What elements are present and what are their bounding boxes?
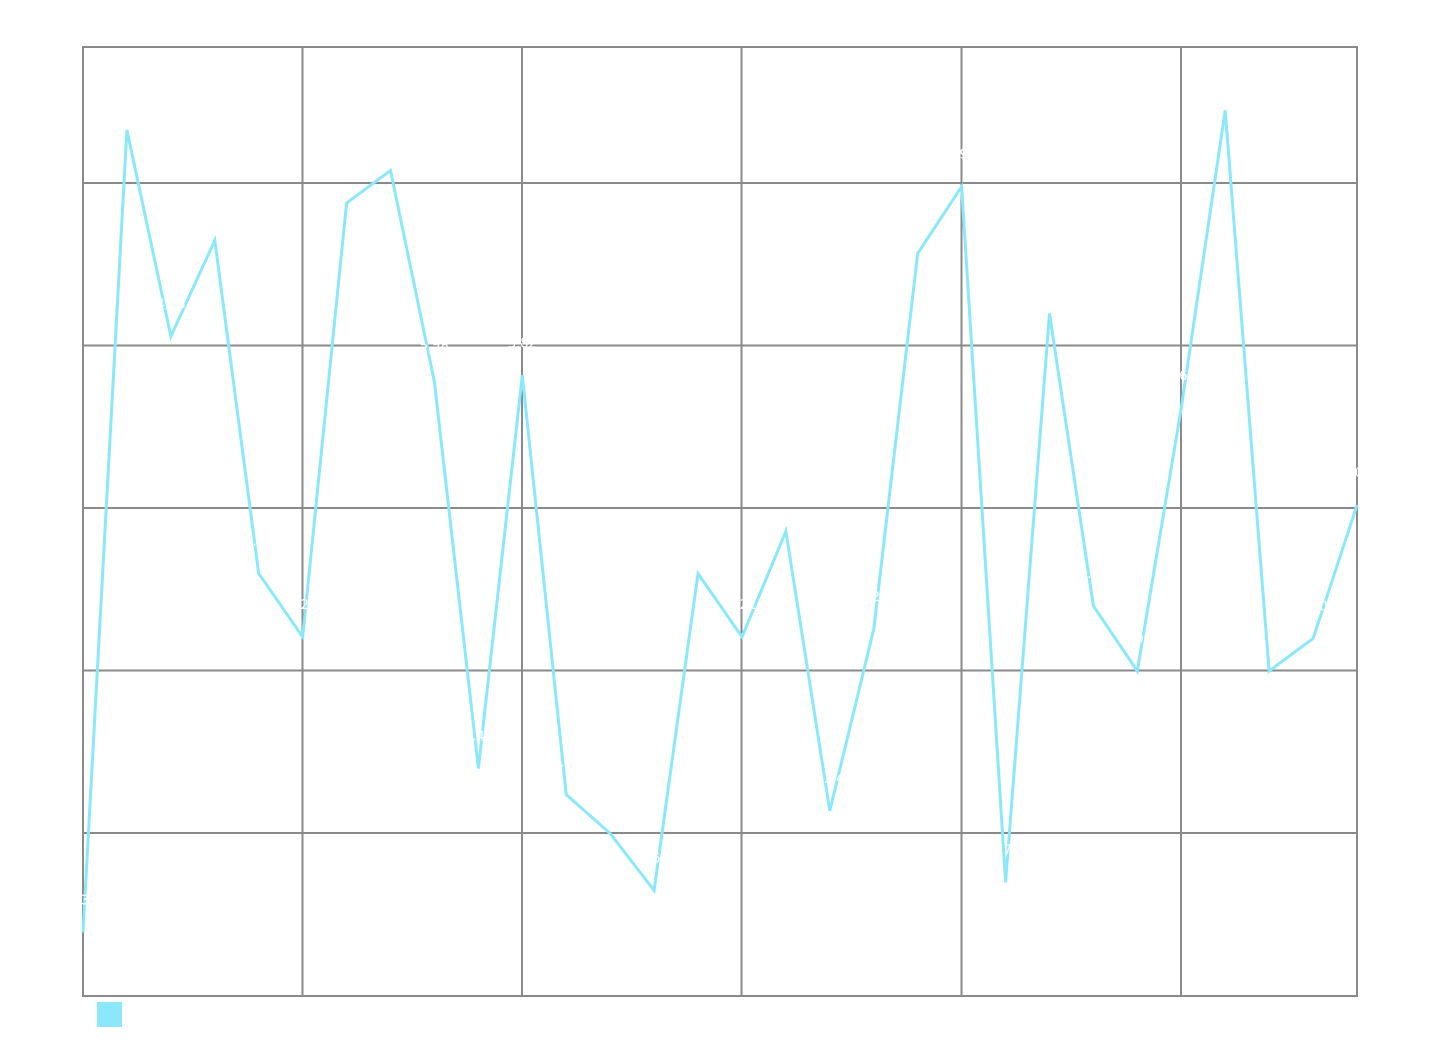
data-label: 1.40 [464,730,493,745]
data-label: 4.20 [1035,275,1064,290]
data-label: 1.14 [815,772,844,787]
data-label: 2.00 [1123,632,1152,647]
data-label: 0.65 [640,851,669,866]
data-label: 2.26 [859,590,888,605]
data-label: 5.08 [376,132,405,147]
data-label: 4.98 [947,148,976,163]
data-label: 2.40 [1079,567,1108,582]
data-label: 4.06 [156,297,185,312]
data-label: 3.82 [508,336,537,351]
data-label: 5.33 [112,91,141,106]
data-label: 3.78 [420,343,449,358]
data-label: 3.02 [1343,466,1372,481]
data-label: 2.86 [771,492,800,507]
data-label: 4.65 [200,201,229,216]
data-label: 4.88 [332,164,361,179]
plot-border [82,46,1358,997]
data-label: 0.70 [991,843,1020,858]
data-labels: 0.39 5.33 4.06 4.65 2.60 2.21 4.88 5.08 3.78 1.40… [69,71,1372,908]
data-label: 2.21 [728,598,757,613]
data-label: 2.60 [684,535,713,550]
data-label: 0.39 [69,894,98,909]
legend-swatch [97,1002,122,1027]
data-label: 4.57 [903,214,932,229]
grid [83,47,1357,996]
data-label: 2.21 [288,598,317,613]
data-label: 1.00 [596,795,625,810]
series-layer [81,110,1359,933]
data-label: 2.20 [1299,600,1328,615]
data-label: 3.62 [1167,369,1196,384]
data-label: 5.45 [1211,71,1240,86]
legend [97,1002,122,1027]
data-label: 2.00 [1255,632,1284,647]
data-label: 1.24 [552,756,581,771]
series-line-1 [81,110,1359,933]
data-label: 2.60 [244,535,273,550]
